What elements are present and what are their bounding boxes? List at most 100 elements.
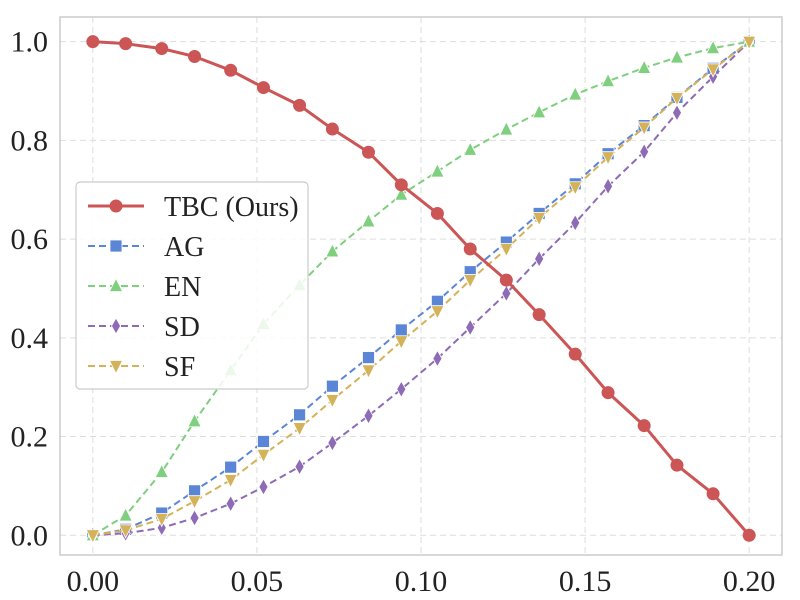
- legend-swatch-marker: [108, 360, 124, 375]
- data-point-ag: [362, 351, 375, 364]
- data-point-tbc-ours: [637, 419, 651, 433]
- data-point-tbc-ours: [499, 273, 513, 287]
- data-point-sd: [570, 214, 581, 232]
- x-tick-label: 0.05: [231, 565, 284, 598]
- series-tbc-ours: [86, 35, 756, 542]
- legend: TBC (Ours) AG EN SD SF: [75, 181, 309, 390]
- data-point-sf: [361, 364, 376, 379]
- data-point-sd: [603, 177, 614, 196]
- data-point-en: [568, 86, 583, 101]
- data-point-en: [637, 59, 652, 74]
- data-point-tbc-ours: [119, 37, 133, 51]
- legend-item-ag: AG: [88, 232, 204, 263]
- data-point-sf: [742, 35, 757, 51]
- data-point-tbc-ours: [670, 458, 684, 472]
- data-point-sf: [463, 274, 478, 289]
- data-point-sf: [600, 151, 616, 166]
- legend-label: TBC (Ours): [164, 192, 299, 223]
- data-point-sd: [327, 434, 338, 452]
- data-point-en: [187, 412, 202, 428]
- data-point-ag: [224, 460, 238, 474]
- data-point-sd: [294, 457, 305, 476]
- data-point-tbc-ours: [430, 206, 444, 220]
- data-point-sf: [669, 92, 685, 107]
- legend-label: SD: [164, 312, 200, 343]
- data-point-sf: [499, 243, 514, 258]
- tick-labels: 0.00 0.05 0.10 0.15 0.20 0.0 0.2 0.4 0.6 0.8 1.0: [11, 26, 776, 598]
- data-point-sf: [637, 121, 652, 136]
- data-point-sf: [292, 422, 307, 437]
- legend-box: [75, 181, 309, 390]
- data-point-sf: [187, 495, 202, 510]
- y-tick-label: 0.6: [11, 223, 49, 256]
- y-tick-label: 1.0: [11, 26, 49, 59]
- y-tick-label: 0.0: [11, 519, 49, 552]
- data-point-tbc-ours: [532, 308, 546, 322]
- data-point-tbc-ours: [256, 81, 270, 95]
- data-point-en: [325, 243, 340, 258]
- series-line-sd: [92, 40, 750, 537]
- data-point-tbc-ours: [325, 122, 339, 136]
- data-point-tbc-ours: [706, 487, 720, 501]
- data-point-en: [669, 49, 685, 64]
- data-point-sd: [671, 103, 682, 122]
- data-point-ag: [325, 379, 339, 393]
- legend-item-sd: SD: [88, 312, 200, 343]
- data-point-tbc-ours: [224, 63, 238, 77]
- series-line-en: [92, 40, 750, 537]
- legend-swatch-marker: [109, 239, 123, 253]
- data-point-ag: [188, 484, 201, 498]
- data-point-sd: [225, 494, 236, 513]
- data-point-sf: [705, 63, 721, 78]
- data-point-en: [394, 186, 409, 201]
- data-point-en: [361, 212, 376, 228]
- data-point-sd: [639, 142, 650, 161]
- data-point-tbc-ours: [463, 242, 477, 256]
- data-point-ag: [257, 435, 270, 448]
- legend-item-tbc-ours: TBC (Ours): [88, 192, 299, 223]
- data-point-ag: [394, 323, 408, 337]
- data-point-sd: [258, 478, 269, 496]
- data-point-tbc-ours: [155, 42, 169, 56]
- data-point-sf: [531, 211, 547, 227]
- data-point-sd: [396, 380, 407, 398]
- data-point-en: [531, 103, 547, 119]
- data-point-tbc-ours: [568, 347, 582, 361]
- data-point-sf: [223, 474, 238, 489]
- y-tick-label: 0.4: [11, 322, 49, 355]
- data-point-sf: [430, 305, 445, 320]
- y-tick-label: 0.8: [11, 124, 49, 157]
- x-tick-label: 0.15: [559, 565, 612, 598]
- legend-swatch-marker: [109, 199, 123, 213]
- data-point-tbc-ours: [86, 35, 100, 49]
- data-point-en: [463, 141, 478, 156]
- data-point-tbc-ours: [361, 145, 375, 159]
- data-point-sd: [363, 407, 374, 425]
- series-line-sf: [92, 40, 750, 537]
- data-point-sd: [534, 250, 545, 268]
- data-point-sf: [85, 529, 100, 544]
- data-point-sf: [325, 394, 340, 409]
- legend-swatch-marker: [108, 277, 124, 292]
- series-layer: [85, 32, 757, 545]
- x-tick-label: 0.10: [395, 565, 448, 598]
- data-point-tbc-ours: [601, 386, 615, 400]
- data-point-en: [154, 463, 169, 478]
- data-point-sd: [501, 284, 512, 303]
- data-point-ag: [293, 408, 306, 422]
- series-sf: [85, 35, 757, 544]
- data-point-en: [499, 121, 514, 136]
- data-point-sf: [154, 513, 169, 528]
- data-point-sf: [256, 448, 271, 464]
- data-point-en: [705, 39, 721, 54]
- data-point-sf: [118, 524, 133, 539]
- legend-item-en: EN: [88, 272, 201, 303]
- data-point-en: [118, 507, 133, 522]
- legend-label: EN: [164, 272, 201, 303]
- data-point-en: [600, 72, 616, 88]
- series-sd: [87, 32, 755, 545]
- data-point-sd: [156, 519, 167, 537]
- data-point-tbc-ours: [293, 98, 307, 112]
- data-point-sd: [189, 509, 200, 527]
